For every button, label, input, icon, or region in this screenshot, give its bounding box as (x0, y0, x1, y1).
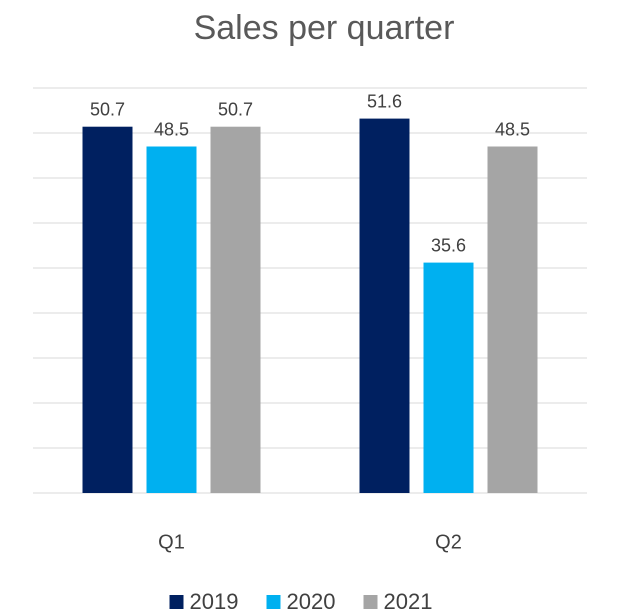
chart-title: Sales per quarter (194, 9, 455, 47)
bar (423, 262, 474, 493)
legend-swatch (266, 595, 281, 609)
legend-swatch (169, 595, 184, 609)
bar (210, 126, 261, 493)
legend-label: 2020 (287, 589, 336, 614)
legend-label: 2021 (384, 589, 433, 614)
x-tick-label: Q2 (435, 531, 462, 553)
data-label: 35.6 (431, 235, 466, 255)
data-label: 50.7 (90, 99, 125, 119)
data-label: 48.5 (495, 119, 530, 139)
bar (146, 146, 197, 493)
bar (359, 118, 410, 493)
bar (487, 146, 538, 493)
x-tick-label: Q1 (158, 531, 185, 553)
legend-swatch (363, 595, 378, 609)
data-label: 50.7 (218, 99, 253, 119)
legend-label: 2019 (190, 589, 239, 614)
data-label: 48.5 (154, 119, 189, 139)
bar (82, 126, 133, 493)
data-label: 51.6 (367, 91, 402, 111)
